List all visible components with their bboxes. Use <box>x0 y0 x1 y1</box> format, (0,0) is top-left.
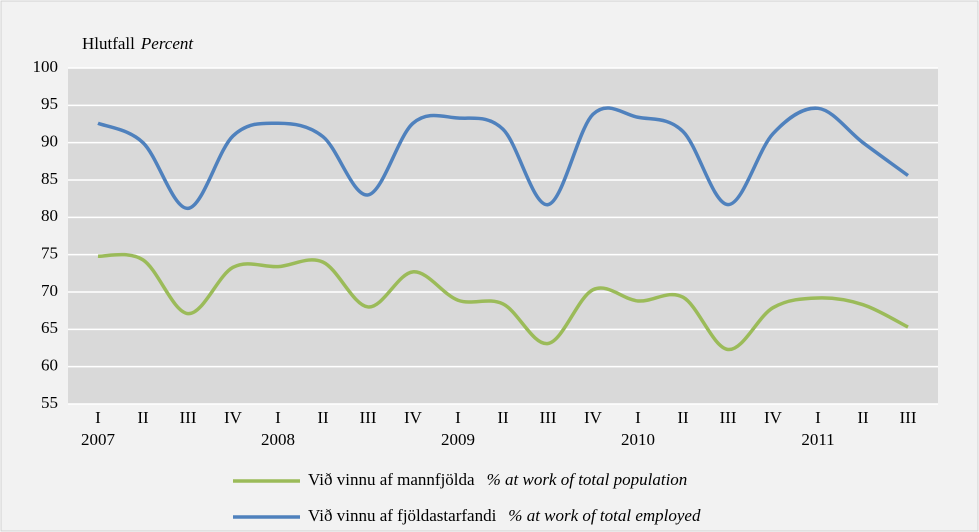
x-tick-label: IV <box>584 408 603 427</box>
legend-name-en: % at work of total employed <box>508 506 701 525</box>
axis-label: Hlutfall Percent <box>82 34 194 53</box>
x-tick-label: II <box>317 408 329 427</box>
x-tick-label: I <box>95 408 101 427</box>
x-tick-label: III <box>360 408 377 427</box>
x-tick-label: IV <box>764 408 783 427</box>
x-tick-label: II <box>857 408 869 427</box>
plot-area <box>68 68 938 404</box>
x-tick-label: II <box>677 408 689 427</box>
legend-entry: Við vinnu af mannfjölda % at work of tota… <box>308 470 687 489</box>
x-tick-label: I <box>635 408 641 427</box>
x-tick-label: II <box>137 408 149 427</box>
x-tick-label: III <box>720 408 737 427</box>
x-tick-label: I <box>455 408 461 427</box>
x-tick-label: III <box>900 408 917 427</box>
y-tick-label: 95 <box>41 94 58 113</box>
axis-label-is: Hlutfall <box>82 34 135 53</box>
x-group-label: 2007 <box>81 430 116 449</box>
y-tick-label: 80 <box>41 206 58 225</box>
axis-label-en: Percent <box>140 34 195 53</box>
x-tick-label: I <box>275 408 281 427</box>
y-tick-label: 70 <box>41 281 58 300</box>
series-line <box>97 106 910 211</box>
legend-entry: Við vinnu af fjöldastarfandi % at work of… <box>308 506 701 525</box>
y-tick-label: 100 <box>33 57 59 76</box>
x-tick-label: III <box>540 408 557 427</box>
x-group-label: 2008 <box>261 430 295 449</box>
x-tick-label: IV <box>224 408 243 427</box>
x-tick-label: I <box>815 408 821 427</box>
y-tick-label: 65 <box>41 318 58 337</box>
y-tick-label: 85 <box>41 169 58 188</box>
x-tick-label: II <box>497 408 509 427</box>
x-group-label: 2010 <box>621 430 655 449</box>
x-tick-label: IV <box>404 408 423 427</box>
legend-name-en: % at work of total population <box>487 470 688 489</box>
y-tick-label: 55 <box>41 393 58 412</box>
legend-name: Við vinnu af fjöldastarfandi <box>308 506 497 525</box>
x-group-label: 2009 <box>441 430 475 449</box>
series-line <box>97 252 909 352</box>
x-group-label: 2011 <box>801 430 834 449</box>
legend-name: Við vinnu af mannfjölda <box>308 470 475 489</box>
y-tick-label: 60 <box>41 356 58 375</box>
y-tick-label: 90 <box>41 132 58 151</box>
y-tick-label: 75 <box>41 244 58 263</box>
x-tick-label: III <box>180 408 197 427</box>
